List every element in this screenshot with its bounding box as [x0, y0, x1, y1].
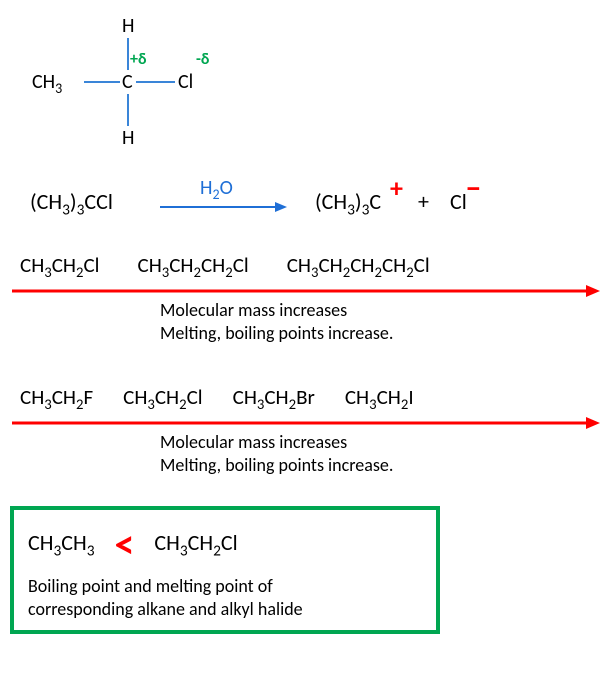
- red-arrow-2: [10, 415, 600, 431]
- less-than-icon: <: [115, 520, 135, 569]
- pos-delta-charge: +δ: [130, 50, 147, 69]
- series2-f2: CH3CH2Cl: [123, 384, 203, 413]
- comparison-right: CH3CH2Cl: [154, 529, 237, 560]
- right-cl: Cl: [178, 70, 193, 94]
- comparison-box: CH3CH3 < CH3CH2Cl Boiling point and melt…: [10, 506, 440, 634]
- ch3-left: CH3: [32, 70, 62, 97]
- comparison-left: CH3CH3: [28, 529, 95, 560]
- reaction-row: (CH3)3CCl H2O (CH3)3C + + Cl −: [10, 170, 590, 240]
- product-anion: Cl: [450, 188, 467, 215]
- center-carbon: C: [122, 70, 133, 94]
- series1-caption: Molecular mass increases Melting, boilin…: [10, 299, 590, 344]
- series1: CH3CH2Cl CH3CH2CH2Cl CH3CH2CH2CH2Cl Mole…: [10, 252, 590, 344]
- top-h: H: [122, 14, 134, 38]
- arrow-label: H2O: [200, 176, 233, 203]
- bottom-h: H: [122, 126, 134, 150]
- series1-f3: CH3CH2CH2CH2Cl: [287, 252, 430, 281]
- series2: CH3CH2F CH3CH2Cl CH3CH2Br CH3CH2I Molecu…: [10, 384, 590, 476]
- series2-f4: CH3CH2I: [345, 384, 414, 413]
- red-arrow-1: [10, 283, 600, 299]
- polar-structure: CH3 C H H Cl +δ -δ: [10, 10, 590, 160]
- series2-f3: CH3CH2Br: [233, 384, 315, 413]
- minus-charge-icon: −: [466, 170, 481, 207]
- reagent: (CH3)3CCl: [30, 188, 113, 219]
- series2-caption: Molecular mass increases Melting, boilin…: [10, 431, 590, 476]
- series1-f2: CH3CH2CH2Cl: [138, 252, 249, 281]
- series2-f1: CH3CH2F: [20, 384, 93, 413]
- plus-sign: +: [418, 188, 429, 215]
- product-cation: (CH3)3C: [315, 188, 381, 219]
- series1-f1: CH3CH2Cl: [20, 252, 100, 281]
- plus-charge-icon: +: [390, 172, 403, 204]
- neg-delta-charge: -δ: [196, 50, 209, 69]
- comparison-caption: Boiling point and melting point of corre…: [28, 575, 422, 620]
